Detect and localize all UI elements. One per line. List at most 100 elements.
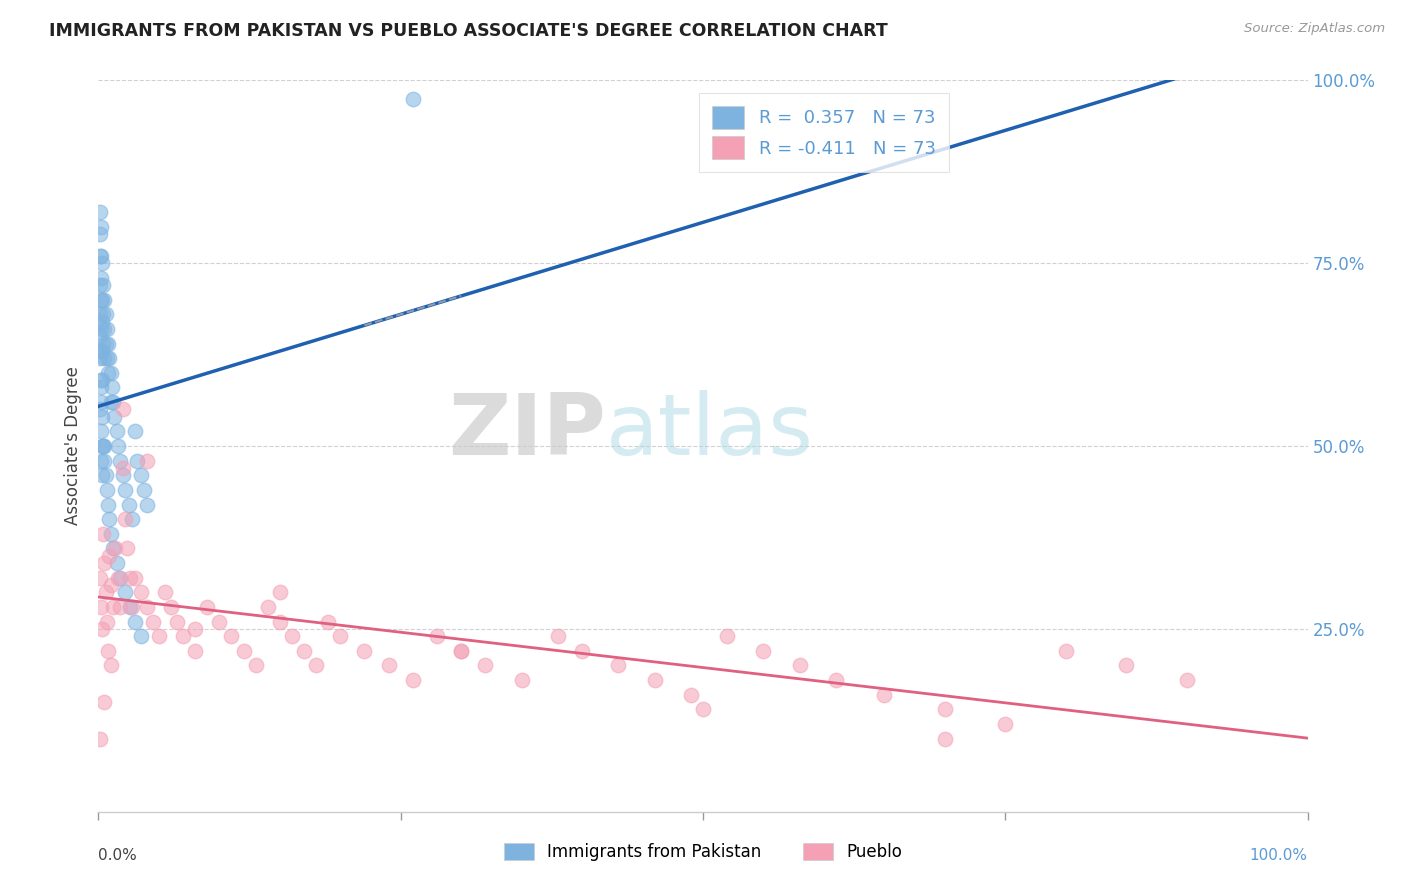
Point <box>118 498 141 512</box>
Point <box>450 644 472 658</box>
Point <box>91 293 114 307</box>
Point <box>90 425 112 439</box>
Point <box>1175 673 1198 687</box>
Point <box>450 644 472 658</box>
Point <box>1054 644 1077 658</box>
Point <box>89 351 111 366</box>
Point <box>91 526 114 541</box>
Point <box>101 541 124 556</box>
Point <box>256 599 278 614</box>
Point <box>97 498 120 512</box>
Point <box>752 644 775 658</box>
Point <box>245 658 267 673</box>
Point <box>89 402 111 417</box>
Text: ZIP: ZIP <box>449 390 606 473</box>
Point <box>90 343 112 358</box>
Point <box>426 629 449 643</box>
Point <box>91 468 114 483</box>
Point <box>316 615 339 629</box>
Point <box>90 373 112 387</box>
Point <box>934 731 956 746</box>
Point <box>135 599 157 614</box>
Point <box>94 336 117 351</box>
Point <box>129 585 152 599</box>
Point <box>96 351 118 366</box>
Point <box>108 453 131 467</box>
Point <box>644 673 666 687</box>
Y-axis label: Associate's Degree: Associate's Degree <box>65 367 83 525</box>
Point <box>111 402 134 417</box>
Point <box>135 498 157 512</box>
Point <box>100 658 122 673</box>
Point <box>91 256 114 270</box>
Point <box>510 673 533 687</box>
Point <box>114 483 136 497</box>
Point <box>873 688 896 702</box>
Point <box>94 585 117 599</box>
Point <box>101 599 124 614</box>
Point <box>89 249 111 263</box>
Point <box>377 658 399 673</box>
Point <box>98 512 121 526</box>
Point <box>97 366 120 380</box>
Point <box>93 439 115 453</box>
Point <box>111 461 134 475</box>
Point <box>153 585 176 599</box>
Point <box>91 409 114 424</box>
Point <box>90 453 112 467</box>
Point <box>101 395 124 409</box>
Point <box>269 585 291 599</box>
Point <box>679 688 702 702</box>
Point <box>89 571 111 585</box>
Point <box>90 380 112 394</box>
Point <box>281 629 304 643</box>
Point <box>96 322 118 336</box>
Legend: Immigrants from Pakistan, Pueblo: Immigrants from Pakistan, Pueblo <box>498 836 908 868</box>
Text: 0.0%: 0.0% <box>98 848 138 863</box>
Point <box>90 322 112 336</box>
Point <box>91 307 114 321</box>
Point <box>825 673 848 687</box>
Point <box>607 658 630 673</box>
Point <box>134 483 156 497</box>
Point <box>91 343 114 358</box>
Point <box>692 702 714 716</box>
Point <box>105 425 128 439</box>
Point <box>91 373 114 387</box>
Point <box>90 395 112 409</box>
Point <box>305 658 328 673</box>
Point <box>100 380 122 394</box>
Point <box>474 658 496 673</box>
Point <box>91 315 114 329</box>
Point <box>100 366 122 380</box>
Point <box>934 702 956 716</box>
Point <box>107 439 129 453</box>
Point <box>91 439 114 453</box>
Point <box>121 512 143 526</box>
Point <box>329 629 352 643</box>
Point <box>108 599 131 614</box>
Point <box>98 351 121 366</box>
Text: Source: ZipAtlas.com: Source: ZipAtlas.com <box>1244 22 1385 36</box>
Point <box>148 629 170 643</box>
Point <box>89 278 111 293</box>
Point <box>107 571 129 585</box>
Point <box>89 227 111 241</box>
Point <box>221 629 243 643</box>
Point <box>166 615 188 629</box>
Point <box>100 395 122 409</box>
Point <box>571 644 593 658</box>
Point <box>91 622 114 636</box>
Point <box>129 629 152 643</box>
Point <box>172 629 194 643</box>
Point <box>232 644 254 658</box>
Point <box>93 453 115 467</box>
Point <box>94 307 117 321</box>
Point <box>91 336 114 351</box>
Point <box>292 644 315 658</box>
Point <box>118 571 141 585</box>
Point <box>208 615 231 629</box>
Point <box>353 644 375 658</box>
Point <box>135 453 157 467</box>
Point <box>96 615 118 629</box>
